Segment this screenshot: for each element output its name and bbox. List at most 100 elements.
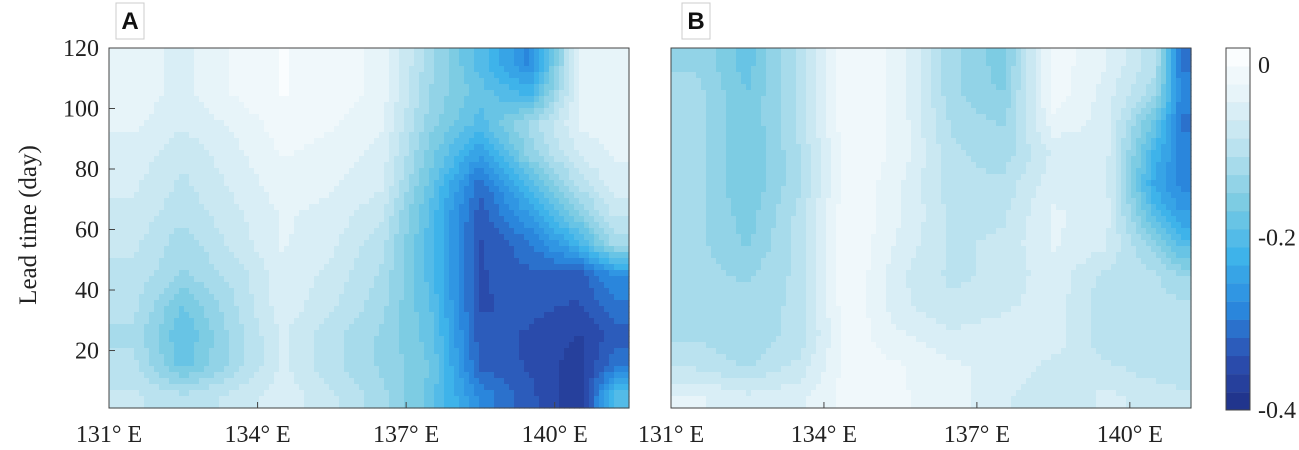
heatmap-a-cell — [594, 72, 600, 79]
heatmap-a-cell — [354, 60, 360, 67]
heatmap-a-cell — [499, 288, 505, 295]
heatmap-a-cell — [569, 228, 575, 235]
heatmap-a-cell — [529, 306, 535, 313]
heatmap-a-cell — [319, 210, 325, 217]
heatmap-a-cell — [419, 318, 425, 325]
heatmap-a-cell — [184, 276, 190, 283]
heatmap-a-cell — [279, 168, 285, 175]
heatmap-a-cell — [359, 90, 365, 97]
heatmap-a-cell — [179, 96, 185, 103]
heatmap-a-cell — [379, 324, 385, 331]
heatmap-a-cell — [119, 198, 125, 205]
heatmap-a-cell — [619, 282, 625, 289]
heatmap-a-cell — [234, 72, 240, 79]
heatmap-a-cell — [509, 210, 515, 217]
heatmap-a-cell — [329, 288, 335, 295]
heatmap-a-cell — [224, 144, 230, 151]
heatmap-a-cell — [579, 276, 585, 283]
heatmap-a-cell — [324, 210, 330, 217]
heatmap-a-cell — [454, 324, 460, 331]
heatmap-a-cell — [329, 312, 335, 319]
heatmap-a-cell — [159, 84, 165, 91]
heatmap-a-cell — [604, 216, 610, 223]
heatmap-a-cell — [449, 306, 455, 313]
heatmap-a-cell — [294, 324, 300, 331]
heatmap-a-cell — [354, 48, 360, 55]
heatmap-a-cell — [369, 234, 375, 241]
heatmap-a-cell — [109, 156, 115, 163]
heatmap-a-cell — [159, 168, 165, 175]
heatmap-a-cell — [304, 54, 310, 61]
heatmap-a-cell — [139, 60, 145, 67]
heatmap-a-cell — [319, 282, 325, 289]
heatmap-a-cell — [564, 210, 570, 217]
heatmap-a-cell — [424, 276, 430, 283]
heatmap-a-cell — [459, 60, 465, 67]
heatmap-a-cell — [564, 294, 570, 301]
heatmap-a-cell — [599, 264, 605, 271]
heatmap-a-cell — [579, 198, 585, 205]
heatmap-a-cell — [574, 168, 580, 175]
heatmap-a-cell — [144, 288, 150, 295]
heatmap-a-cell — [219, 222, 225, 229]
heatmap-a-cell — [309, 234, 315, 241]
heatmap-a-cell — [154, 132, 160, 139]
heatmap-a-cell — [544, 66, 550, 73]
heatmap-a-cell — [594, 312, 600, 319]
heatmap-a-cell — [289, 162, 295, 169]
heatmap-a-cell — [179, 72, 185, 79]
heatmap-a-cell — [194, 150, 200, 157]
heatmap-a-cell — [619, 186, 625, 193]
heatmap-a-cell — [429, 216, 435, 223]
heatmap-a-cell — [384, 72, 390, 79]
heatmap-a-cell — [519, 114, 525, 121]
heatmap-a-cell — [404, 156, 410, 163]
heatmap-a-cell — [519, 156, 525, 163]
heatmap-a-cell — [599, 60, 605, 67]
heatmap-a-cell — [159, 240, 165, 247]
heatmap-a-cell — [229, 198, 235, 205]
heatmap-a-cell — [519, 138, 525, 145]
heatmap-a-cell — [284, 138, 290, 145]
heatmap-a-cell — [544, 150, 550, 157]
heatmap-a-cell — [364, 186, 370, 193]
heatmap-a-cell — [359, 294, 365, 301]
heatmap-a-cell — [309, 102, 315, 109]
heatmap-a-cell — [409, 72, 415, 79]
heatmap-a-cell — [379, 90, 385, 97]
heatmap-a-cell — [399, 318, 405, 325]
heatmap-a-cell — [229, 90, 235, 97]
heatmap-a-cell — [289, 174, 295, 181]
heatmap-a-cell — [369, 126, 375, 133]
heatmap-a-cell — [214, 222, 220, 229]
heatmap-a-cell — [254, 222, 260, 229]
heatmap-a-cell — [434, 60, 440, 67]
heatmap-a-cell — [544, 90, 550, 97]
heatmap-a-cell — [474, 102, 480, 109]
heatmap-a-cell — [604, 222, 610, 229]
heatmap-a-cell — [589, 204, 595, 211]
heatmap-a-cell — [134, 120, 140, 127]
heatmap-a-cell — [264, 48, 270, 55]
heatmap-a-cell — [624, 132, 630, 139]
heatmap-a-cell — [599, 150, 605, 157]
heatmap-a-cell — [524, 180, 530, 187]
heatmap-a-cell — [159, 324, 165, 331]
heatmap-a-cell — [469, 204, 475, 211]
heatmap-a-cell — [424, 54, 430, 61]
heatmap-a-cell — [109, 336, 115, 343]
heatmap-a-cell — [509, 246, 515, 253]
heatmap-a-cell — [489, 252, 495, 259]
heatmap-a-cell — [429, 120, 435, 127]
heatmap-a-cell — [459, 78, 465, 85]
heatmap-a-cell — [389, 252, 395, 259]
heatmap-a-cell — [579, 258, 585, 265]
heatmap-a-cell — [434, 90, 440, 97]
heatmap-a-cell — [484, 180, 490, 187]
heatmap-a-cell — [584, 96, 590, 103]
heatmap-a-cell — [244, 288, 250, 295]
heatmap-a-cell — [379, 132, 385, 139]
heatmap-a-cell — [124, 276, 130, 283]
heatmap-a-cell — [164, 168, 170, 175]
heatmap-a-cell — [464, 180, 470, 187]
